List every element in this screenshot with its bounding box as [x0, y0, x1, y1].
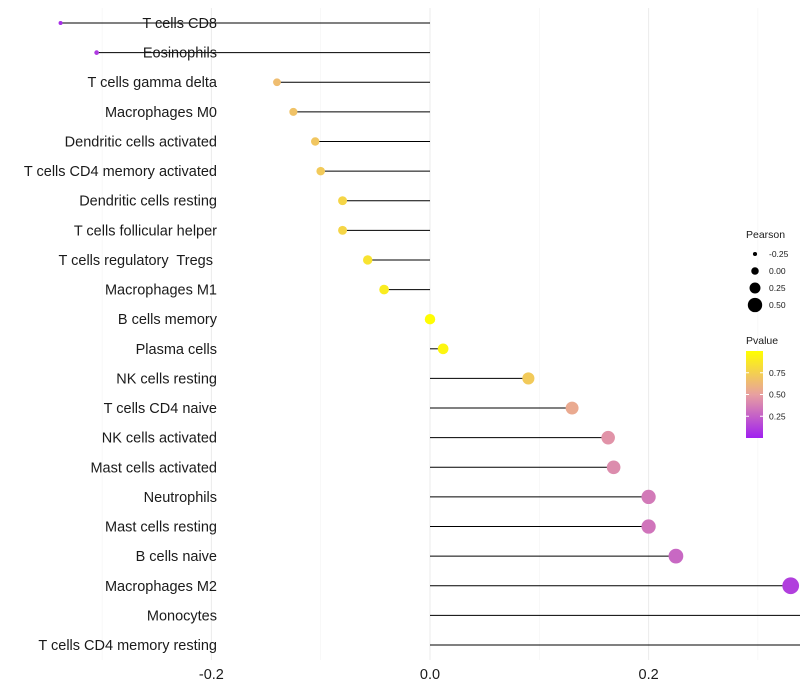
- y-category-label: T cells CD4 memory resting: [38, 638, 217, 654]
- size-legend-dot: [747, 297, 763, 313]
- lollipop-point: [338, 196, 348, 206]
- x-tick-label: 0.2: [639, 667, 659, 683]
- size-legend-label: 0.25: [769, 283, 786, 293]
- y-category-label: T cells gamma delta: [88, 75, 218, 91]
- y-category-label: Dendritic cells resting: [79, 194, 217, 210]
- y-category-label: Eosinophils: [143, 46, 217, 62]
- lollipop-point: [565, 401, 579, 415]
- y-category-label: T cells CD4 memory activated: [24, 164, 217, 180]
- lollipop-point: [94, 50, 99, 55]
- lollipop-point: [782, 577, 800, 595]
- lollipop-point: [273, 78, 281, 87]
- y-category-label: NK cells activated: [102, 431, 217, 447]
- lollipop-point: [606, 460, 621, 475]
- y-category-label: T cells regulatory Tregs: [59, 253, 218, 269]
- lollipop-point: [379, 284, 389, 295]
- lollipop-point: [311, 137, 320, 146]
- lollipop-point: [424, 313, 436, 325]
- lollipop-point: [58, 20, 63, 26]
- y-category-label: Neutrophils: [144, 490, 217, 506]
- lollipop-point: [289, 107, 298, 116]
- y-category-label: Mast cells resting: [105, 520, 217, 536]
- y-category-label: Macrophages M2: [105, 579, 217, 595]
- lollipop-point: [338, 225, 348, 235]
- lollipop-point: [363, 255, 373, 265]
- x-tick-label: -0.2: [199, 667, 224, 683]
- y-category-label: B cells memory: [118, 312, 218, 328]
- size-legend-label: 0.00: [769, 266, 786, 276]
- size-legend-title: Pearson: [746, 229, 785, 241]
- color-legend-ticks: 0.75 0.50 0.25: [746, 368, 786, 421]
- y-category-label: NK cells resting: [116, 371, 217, 387]
- lollipop-point: [316, 166, 325, 176]
- lollipop-point: [668, 548, 684, 564]
- size-legend-items: -0.25 0.00 0.25 0.50: [747, 249, 789, 313]
- size-legend-label: -0.25: [769, 249, 789, 259]
- legend: Pearson -0.25 0.00 0.25 0.50 Pvalue 0.75 0.5…: [746, 229, 789, 438]
- y-category-label: T cells follicular helper: [74, 223, 217, 239]
- lollipop-point: [522, 372, 535, 385]
- size-legend-label: 0.50: [769, 300, 786, 310]
- y-category-label: Macrophages M0: [105, 105, 217, 121]
- plot-area: [58, 8, 800, 660]
- y-category-label: Plasma cells: [136, 342, 217, 358]
- y-category-label: Mast cells activated: [90, 460, 217, 476]
- size-legend-dot: [749, 282, 761, 294]
- lollipop-point: [437, 343, 449, 355]
- y-axis-labels: T cells CD8 Eosinophils T cells gamma delt…: [24, 16, 218, 654]
- size-legend-dot: [752, 251, 758, 257]
- color-legend-label: 0.75: [769, 368, 786, 378]
- y-category-label: Macrophages M1: [105, 283, 217, 299]
- x-axis-labels: -0.20.00.20.4: [199, 667, 659, 683]
- size-legend-dot: [751, 267, 759, 275]
- x-tick-label: 0.0: [420, 667, 440, 683]
- y-category-label: T cells CD8: [142, 16, 217, 32]
- color-legend-bar: [746, 351, 763, 438]
- lollipop-point: [641, 519, 656, 534]
- lollipop-point: [641, 489, 656, 505]
- y-category-label: B cells naive: [136, 549, 217, 565]
- y-category-label: Dendritic cells activated: [65, 134, 217, 150]
- color-legend-label: 0.50: [769, 390, 786, 400]
- color-legend-title: Pvalue: [746, 335, 778, 347]
- lollipop-point: [601, 430, 615, 445]
- y-category-label: Monocytes: [147, 608, 217, 624]
- color-legend-label: 0.25: [769, 411, 786, 421]
- y-category-label: T cells CD4 naive: [104, 401, 217, 417]
